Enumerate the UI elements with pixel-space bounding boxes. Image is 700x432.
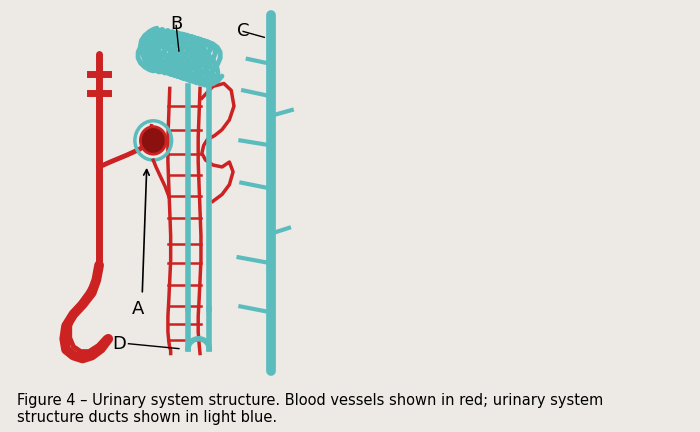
Text: A: A (132, 299, 144, 318)
Text: B: B (170, 15, 182, 33)
Text: D: D (113, 335, 127, 353)
Text: C: C (237, 22, 249, 40)
Text: Figure 4 – Urinary system structure. Blood vessels shown in red; urinary system
: Figure 4 – Urinary system structure. Blo… (17, 393, 603, 425)
Circle shape (141, 127, 166, 154)
